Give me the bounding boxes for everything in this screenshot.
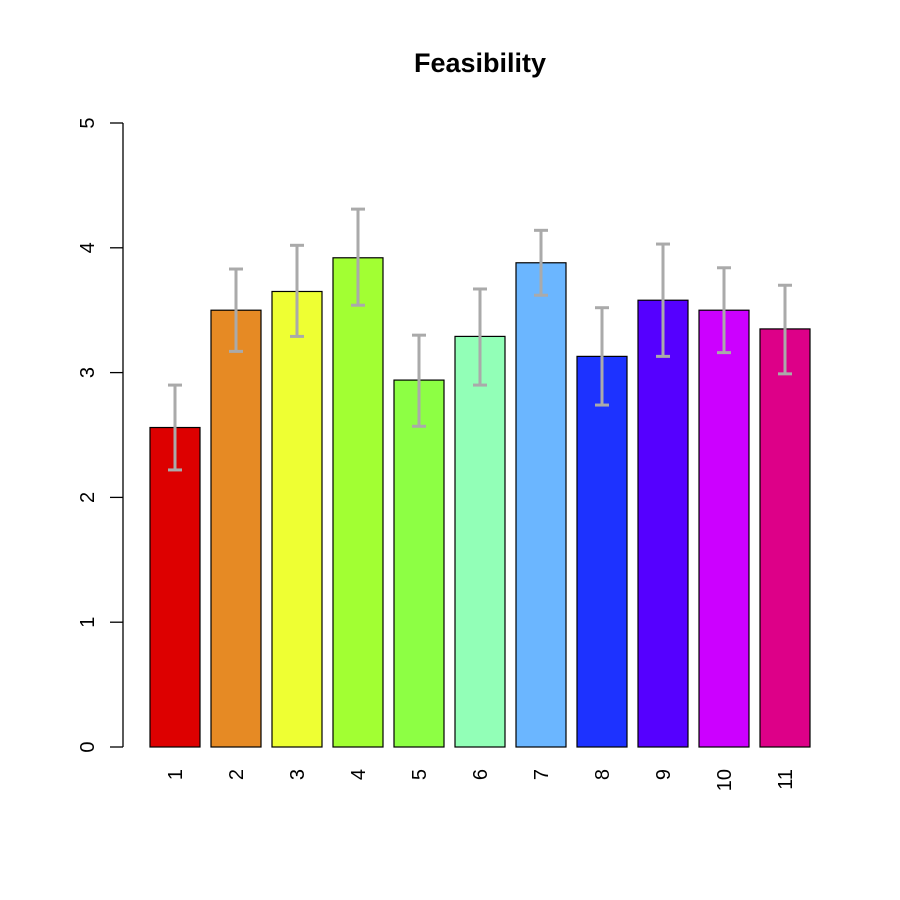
bar	[454, 335, 506, 748]
y-tick-label: 4	[77, 242, 99, 253]
x-tick-label: 3	[287, 769, 309, 780]
bar	[576, 355, 628, 748]
error-bars	[168, 207, 792, 472]
x-tick-label: 9	[653, 769, 675, 780]
bar	[698, 309, 750, 748]
x-tick-label: 1	[165, 769, 187, 780]
y-tick-label: 3	[77, 367, 99, 378]
y-tick-label: 2	[77, 492, 99, 503]
x-tick-label: 2	[226, 769, 248, 780]
bar	[271, 290, 323, 748]
x-tick-label: 4	[348, 769, 370, 780]
x-tick-label: 10	[714, 769, 736, 791]
x-tick-label: 8	[592, 769, 614, 780]
x-tick-label: 7	[531, 769, 553, 780]
bar	[332, 257, 384, 748]
bars	[149, 257, 811, 748]
x-axis-labels: 1 2 3 4 5 6 7 8 9 10 11	[165, 769, 797, 791]
y-tick-label: 1	[77, 617, 99, 628]
y-axis: 0 1 2 3 4 5	[77, 117, 124, 753]
bar	[393, 379, 445, 748]
x-tick-label: 5	[409, 769, 431, 780]
y-tick-label: 5	[77, 117, 99, 128]
bar	[515, 262, 567, 748]
x-tick-label: 6	[470, 769, 492, 780]
bar	[210, 309, 262, 748]
chart-title: Feasibility	[414, 48, 546, 78]
x-tick-label: 11	[775, 769, 797, 790]
bar	[759, 328, 811, 748]
y-tick-label: 0	[77, 741, 99, 752]
bar	[637, 299, 689, 748]
bar	[149, 426, 201, 748]
